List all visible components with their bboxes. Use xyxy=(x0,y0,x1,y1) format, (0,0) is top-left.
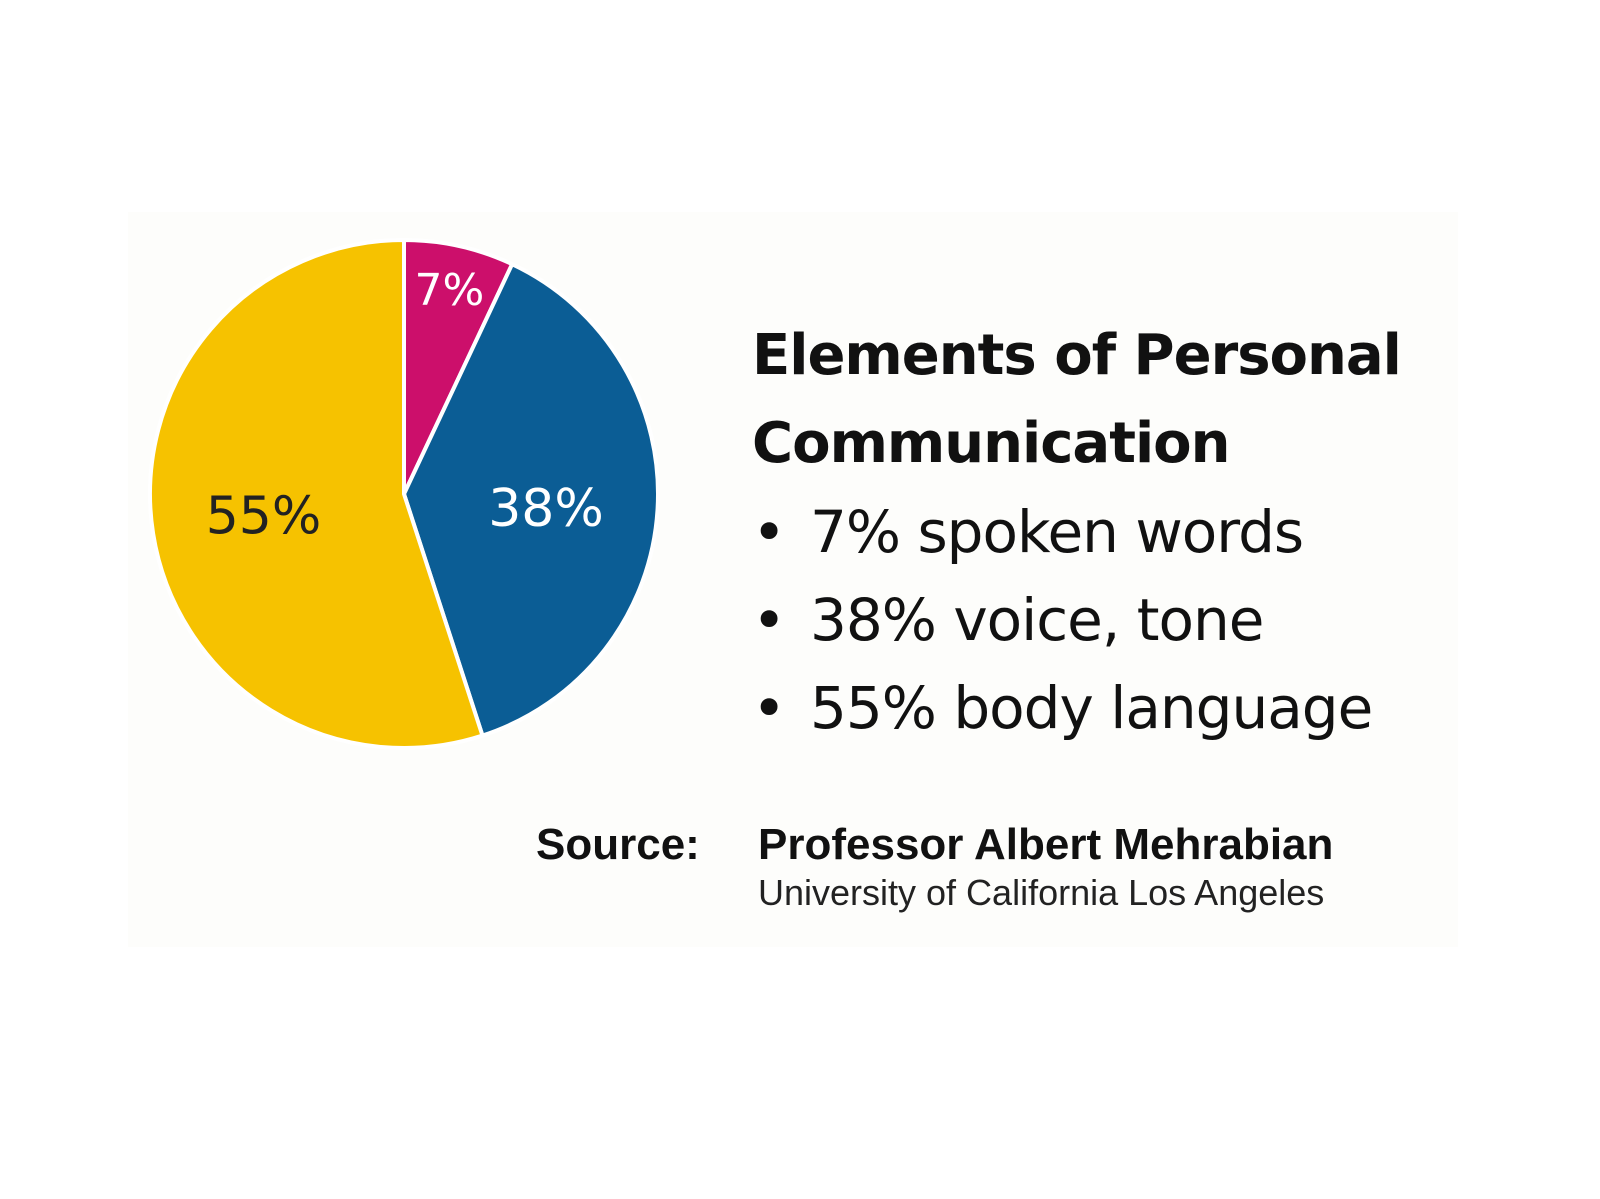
legend-item-text: 7% spoken words xyxy=(810,498,1304,566)
source-affiliation: University of California Los Angeles xyxy=(758,872,1325,913)
bullet-dot-icon: • xyxy=(752,586,786,654)
pie-slice-label-55: 55% xyxy=(206,486,322,546)
pie-slice-55 xyxy=(148,238,485,750)
legend-item-text: 38% voice, tone xyxy=(810,586,1264,654)
source-name: Professor Albert Mehrabian xyxy=(758,820,1334,869)
bullet-dot-icon: • xyxy=(752,674,786,742)
legend-item-voice-tone: • 38% voice, tone xyxy=(752,576,1452,664)
pie-labels: 7% 38% 55% xyxy=(206,265,604,546)
source-line: Source: Professor Albert Mehrabian xyxy=(536,820,1456,880)
chart-title: Elements of Personal Communication xyxy=(752,312,1452,488)
pie-slice-label-7: 7% xyxy=(414,265,484,316)
legend-item-text: 55% body language xyxy=(810,674,1373,742)
chart-title-line-2: Communication xyxy=(752,411,1231,476)
legend-item-body-language: • 55% body language xyxy=(752,664,1452,752)
pie-chart: 7% 38% 55% xyxy=(148,238,660,750)
pie-slice-7 xyxy=(402,238,515,496)
bullet-dot-icon: • xyxy=(752,498,786,566)
source-label: Source: xyxy=(536,820,700,869)
chart-title-line-1: Elements of Personal xyxy=(752,323,1402,388)
legend-bullet-list: • 7% spoken words • 38% voice, tone • 55% b… xyxy=(752,488,1452,752)
pie-slice-38 xyxy=(402,262,660,738)
pie-slice-label-38: 38% xyxy=(488,479,604,539)
legend-item-spoken-words: • 7% spoken words xyxy=(752,488,1452,576)
pie-slices xyxy=(148,238,660,750)
